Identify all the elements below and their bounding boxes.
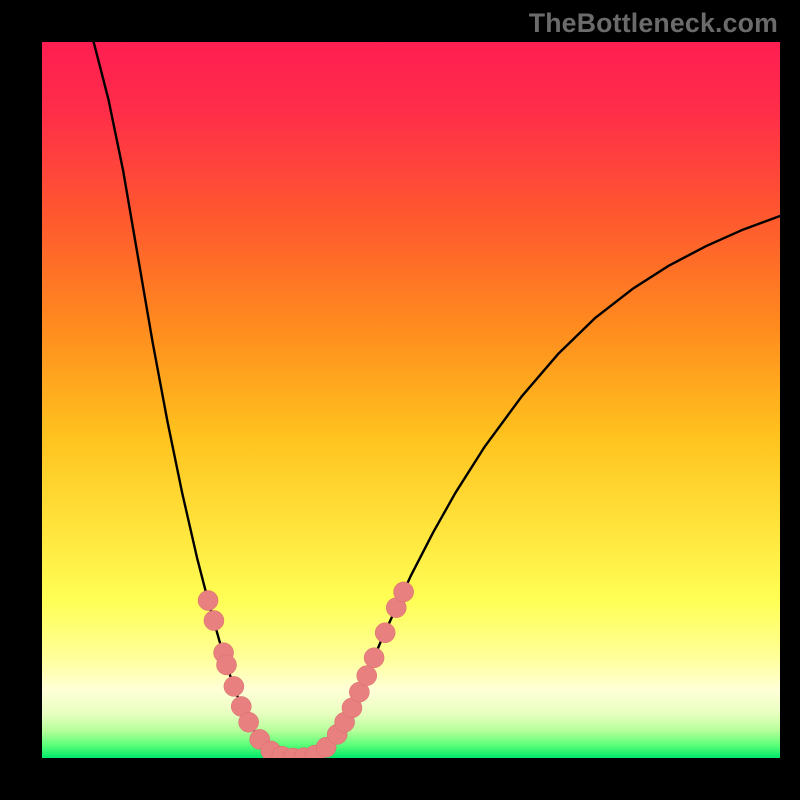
data-marker (198, 590, 218, 610)
bottleneck-curve-chart (42, 42, 780, 758)
chart-background (42, 42, 780, 758)
data-marker (394, 582, 414, 602)
chart-frame: TheBottleneck.com (0, 0, 800, 800)
data-marker (239, 712, 259, 732)
data-marker (375, 623, 395, 643)
chart-panel (42, 42, 780, 758)
data-marker (217, 655, 237, 675)
data-marker (204, 611, 224, 631)
data-marker (357, 666, 377, 686)
data-marker (224, 676, 244, 696)
data-marker (364, 648, 384, 668)
watermark-text: TheBottleneck.com (529, 8, 778, 39)
